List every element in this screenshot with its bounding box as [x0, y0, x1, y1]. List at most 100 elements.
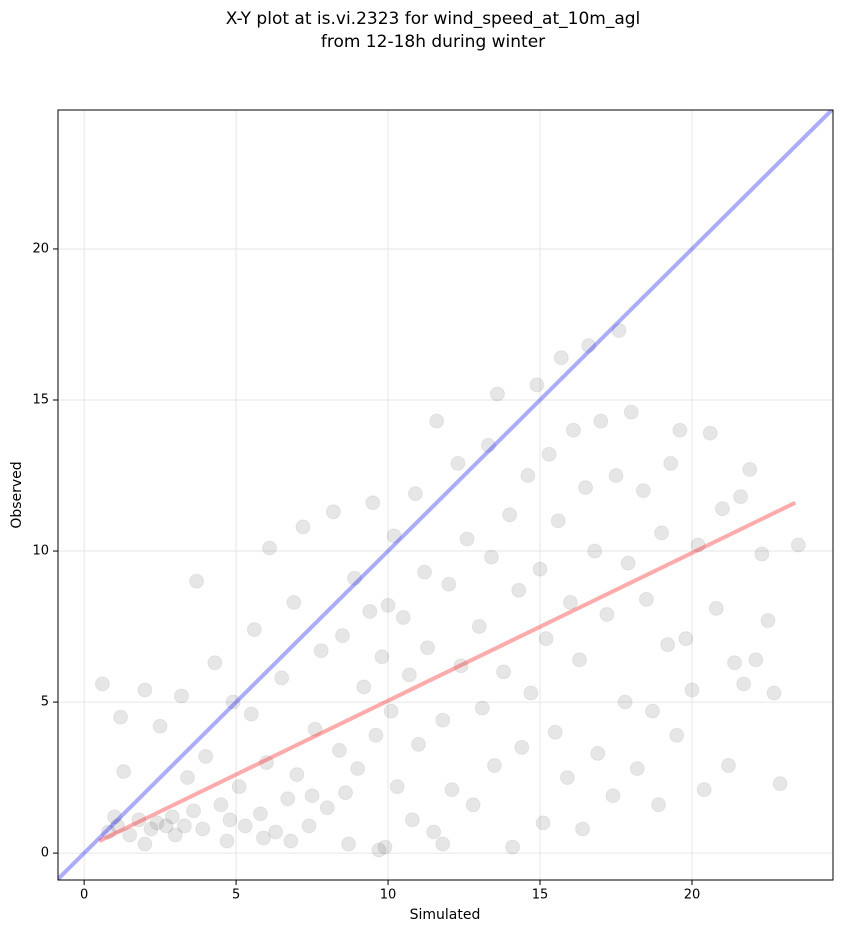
scatter-point: [164, 809, 180, 825]
scatter-point: [450, 455, 466, 471]
scatter-point: [772, 776, 788, 792]
scatter-point: [149, 815, 165, 831]
chart-title: from 12-18h during winter: [321, 32, 545, 52]
scatter-point: [496, 664, 512, 680]
scatter-point: [471, 619, 487, 635]
scatter-point: [708, 600, 724, 616]
scatter-point: [100, 824, 116, 840]
scatter-point: [401, 667, 417, 683]
scatter-point: [654, 525, 670, 541]
scatter-point: [389, 779, 405, 795]
scatter-point: [465, 797, 481, 813]
scatter-point: [350, 761, 366, 777]
scatter-point: [553, 350, 569, 366]
scatter-point: [176, 818, 192, 834]
scatter-point: [377, 839, 393, 855]
scatter-point: [280, 791, 296, 807]
scatter-point: [334, 628, 350, 644]
scatter-point: [225, 694, 241, 710]
scatter-point: [575, 821, 591, 837]
scatter-point: [435, 836, 451, 852]
scatter-point: [578, 480, 594, 496]
scatter-point: [511, 582, 527, 598]
scatter-point: [158, 818, 174, 834]
scatter-point: [198, 748, 214, 764]
scatter-point: [94, 676, 110, 692]
scatter-point: [304, 788, 320, 804]
scatter-point: [365, 495, 381, 511]
scatter-point: [684, 682, 700, 698]
scatter-point: [523, 685, 539, 701]
scatter-point: [283, 833, 299, 849]
scatter-point: [529, 377, 545, 393]
scatter-point: [623, 404, 639, 420]
scatter-point: [538, 631, 554, 647]
scatter-point: [611, 323, 627, 339]
scatter-point: [453, 658, 469, 674]
scatter-point: [116, 764, 132, 780]
scatter-point: [219, 833, 235, 849]
scatter-point: [386, 528, 402, 544]
scatter-point: [733, 489, 749, 505]
scatter-point: [748, 652, 764, 668]
scatter-point: [426, 824, 442, 840]
scatter-point: [110, 818, 126, 834]
scatter-point: [651, 797, 667, 813]
scatter-point: [572, 652, 588, 668]
scatter-point: [593, 413, 609, 429]
scatter-point: [617, 694, 633, 710]
scatter-point: [295, 519, 311, 535]
scatter-point: [410, 736, 426, 752]
scatter-point: [581, 338, 597, 354]
scatter-point: [341, 836, 357, 852]
chart-title: X-Y plot at is.vi.2323 for wind_speed_at…: [226, 9, 641, 29]
scatter-point: [368, 727, 384, 743]
scatter-point: [395, 609, 411, 625]
scatter-point: [541, 446, 557, 462]
y-axis-label: Observed: [9, 461, 25, 528]
scatter-point: [107, 809, 123, 825]
y-tick-label: 10: [32, 544, 49, 559]
scatter-point: [189, 573, 205, 589]
scatter-point: [483, 549, 499, 565]
scatter-point: [331, 742, 347, 758]
x-tick-label: 20: [684, 888, 701, 903]
scatter-point: [262, 540, 278, 556]
scatter-point: [760, 613, 776, 629]
scatter-point: [736, 676, 752, 692]
scatter-point: [599, 606, 615, 622]
scatter-point: [532, 561, 548, 577]
scatter-point: [374, 649, 390, 665]
scatter-point: [255, 830, 271, 846]
scatter-point: [696, 782, 712, 798]
scatter-point: [113, 709, 129, 725]
scatter-point: [122, 827, 138, 843]
scatter-point: [173, 688, 189, 704]
scatter-point: [371, 842, 387, 858]
scatter-point: [678, 631, 694, 647]
scatter-point: [742, 461, 758, 477]
scatter-point: [562, 594, 578, 610]
scatter-point: [420, 640, 436, 656]
scatter-point: [252, 806, 268, 822]
scatter-point: [535, 815, 551, 831]
scatter-point: [213, 797, 229, 813]
y-tick-label: 20: [32, 241, 49, 256]
reference-line: [58, 110, 833, 880]
y-tick-label: 15: [32, 392, 49, 407]
plot-area: [58, 110, 833, 880]
scatter-point: [380, 597, 396, 613]
scatter-point: [347, 570, 363, 586]
scatter-point: [258, 754, 274, 770]
scatter-point: [356, 679, 372, 695]
scatter-point: [362, 603, 378, 619]
x-tick-label: 5: [232, 888, 240, 903]
x-axis-label: Simulated: [410, 907, 481, 923]
scatter-point: [669, 727, 685, 743]
scatter-point: [559, 770, 575, 786]
plot-frame: [57, 109, 834, 881]
scatter-point: [790, 537, 806, 553]
scatter-point: [547, 724, 563, 740]
scatter-point: [486, 758, 502, 774]
scatter-point: [480, 437, 496, 453]
